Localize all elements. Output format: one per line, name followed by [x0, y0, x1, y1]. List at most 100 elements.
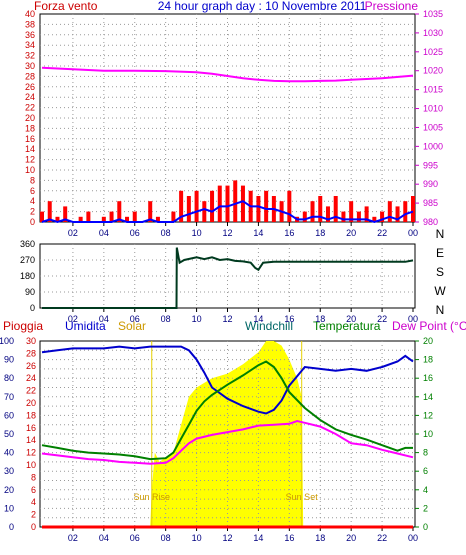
- temperature-ytick-label: 18: [423, 355, 433, 365]
- wind-ytick-label: 8: [30, 175, 35, 185]
- wind-pressure-xtick-label: 08: [161, 228, 171, 238]
- humidity-ytick-label: 80: [4, 373, 14, 383]
- pressure-ytick-label: 1015: [423, 85, 443, 95]
- rain-ytick-label: 20: [26, 398, 36, 408]
- wind-ytick-label: 16: [25, 134, 35, 144]
- temperature-ytick-label: 4: [423, 485, 428, 495]
- wind-direction-xtick-label: 00: [408, 314, 418, 324]
- rain-ytick-label: 30: [26, 336, 36, 346]
- wind-speed-bar: [194, 190, 199, 222]
- wind-direction-xtick-label: 20: [346, 314, 356, 324]
- wind-speed-bar: [171, 211, 176, 222]
- wind-ytick-label: 20: [25, 113, 35, 123]
- humidity-series-line: [41, 345, 414, 415]
- pressure-ytick-label: 1005: [423, 122, 443, 132]
- humidity-ytick-label: 50: [4, 429, 14, 439]
- wind-direction-xtick-label: 04: [99, 314, 109, 324]
- wind-speed-bar: [310, 201, 315, 222]
- direction-ytick-label: 90: [25, 287, 35, 297]
- temperature-humidity-xtick-label: 10: [192, 533, 202, 543]
- rain-ytick-label: 2: [31, 510, 36, 520]
- humidity-ytick-label: 100: [0, 336, 14, 346]
- rain-ytick-label: 6: [31, 485, 36, 495]
- pressure-ytick-label: 1025: [423, 47, 443, 57]
- temperature-humidity-xtick-label: 16: [284, 533, 294, 543]
- rain-ytick-label: 24: [26, 373, 36, 383]
- wind-ytick-label: 36: [25, 30, 35, 40]
- wind-speed-bar: [333, 196, 338, 222]
- rain-ytick-label: 26: [26, 361, 36, 371]
- wind-speed-bar: [101, 216, 106, 222]
- compass-label: W: [434, 284, 446, 298]
- pressure-ytick-label: 1020: [423, 66, 443, 76]
- wind-direction-xtick-label: 22: [377, 314, 387, 324]
- wind-speed-bar: [117, 201, 122, 222]
- wind-speed-bar: [403, 201, 408, 222]
- wind-speed-bar: [125, 216, 130, 222]
- pressure-ytick-label: 1010: [423, 104, 443, 114]
- temperature-humidity-xtick-label: 12: [222, 533, 232, 543]
- temperature-humidity-xtick-label: 02: [68, 533, 78, 543]
- wind-speed-bar: [387, 201, 392, 222]
- sun-marker-label: Sun Set: [286, 492, 319, 502]
- compass-label: N: [436, 303, 445, 317]
- temperature-ytick-label: 0: [423, 522, 428, 532]
- wind-speed-bar: [179, 190, 184, 222]
- wind-pressure-xtick-label: 04: [99, 228, 109, 238]
- wind-speed-bar: [148, 201, 153, 222]
- wind-speed-bar: [210, 190, 215, 222]
- pressure-ytick-label: 1035: [423, 9, 443, 19]
- wind-speed-bar: [302, 211, 307, 222]
- wind-ytick-label: 28: [25, 71, 35, 81]
- wind-pressure-xtick-label: 14: [253, 228, 263, 238]
- temperature-humidity-xtick-label: 18: [315, 533, 325, 543]
- wind-direction-xtick-label: 08: [161, 314, 171, 324]
- compass-label: E: [436, 246, 444, 260]
- wind-speed-bar: [202, 201, 207, 222]
- wind-ytick-label: 34: [25, 40, 35, 50]
- wind-speed-bar: [411, 196, 415, 222]
- humidity-ytick-label: 90: [4, 355, 14, 365]
- temperature-ytick-label: 12: [423, 410, 433, 420]
- wind-pressure-xtick-label: 00: [408, 228, 418, 238]
- wind-pressure-xtick-label: 18: [315, 228, 325, 238]
- wind-ytick-label: 38: [25, 19, 35, 29]
- wind-speed-bar: [341, 211, 346, 222]
- wind-speed-bar: [372, 216, 377, 222]
- temperature-humidity-xtick-label: 04: [99, 533, 109, 543]
- temperature-series-line: [41, 360, 413, 461]
- wind-speed-bar: [349, 201, 354, 222]
- direction-ytick-label: 0: [30, 303, 35, 313]
- temperature-humidity-xtick-label: 20: [346, 533, 356, 543]
- wind-pressure-xtick-label: 10: [192, 228, 202, 238]
- pressure-series-line: [41, 66, 414, 83]
- wind-speed-bar: [318, 196, 323, 222]
- wind-speed-bar: [233, 180, 238, 222]
- wind-pressure-xtick-label: 22: [377, 228, 387, 238]
- pressure-ytick-label: 1000: [423, 141, 443, 151]
- wind-pressure-xtick-label: 20: [346, 228, 356, 238]
- wind-speed-bar: [356, 211, 361, 222]
- wind-speed-bar: [132, 211, 137, 222]
- wind-ytick-label: 40: [25, 9, 35, 19]
- wind-ytick-label: 30: [25, 61, 35, 71]
- wind-pressure-xtick-label: 12: [222, 228, 232, 238]
- temperature-ytick-label: 20: [423, 336, 433, 346]
- wind-speed-bar: [155, 216, 160, 222]
- wind-speed-bar: [395, 206, 400, 222]
- wind-speed-bar: [40, 211, 44, 222]
- wind-pressure-xtick-label: 06: [130, 228, 140, 238]
- wind-direction-series-line: [42, 247, 414, 309]
- temperature-ytick-label: 10: [423, 429, 433, 439]
- rain-ytick-label: 4: [31, 497, 36, 507]
- wind-speed-bar: [225, 185, 230, 222]
- humidity-ytick-label: 0: [9, 522, 14, 532]
- rain-ytick-label: 12: [26, 448, 36, 458]
- wind-pressure-xtick-label: 16: [284, 228, 294, 238]
- pressure-ytick-label: 985: [423, 198, 438, 208]
- dewpoint-series-line: [41, 419, 414, 465]
- wind-speed-title: Forza vento: [34, 0, 98, 13]
- compass-label: N: [436, 227, 445, 241]
